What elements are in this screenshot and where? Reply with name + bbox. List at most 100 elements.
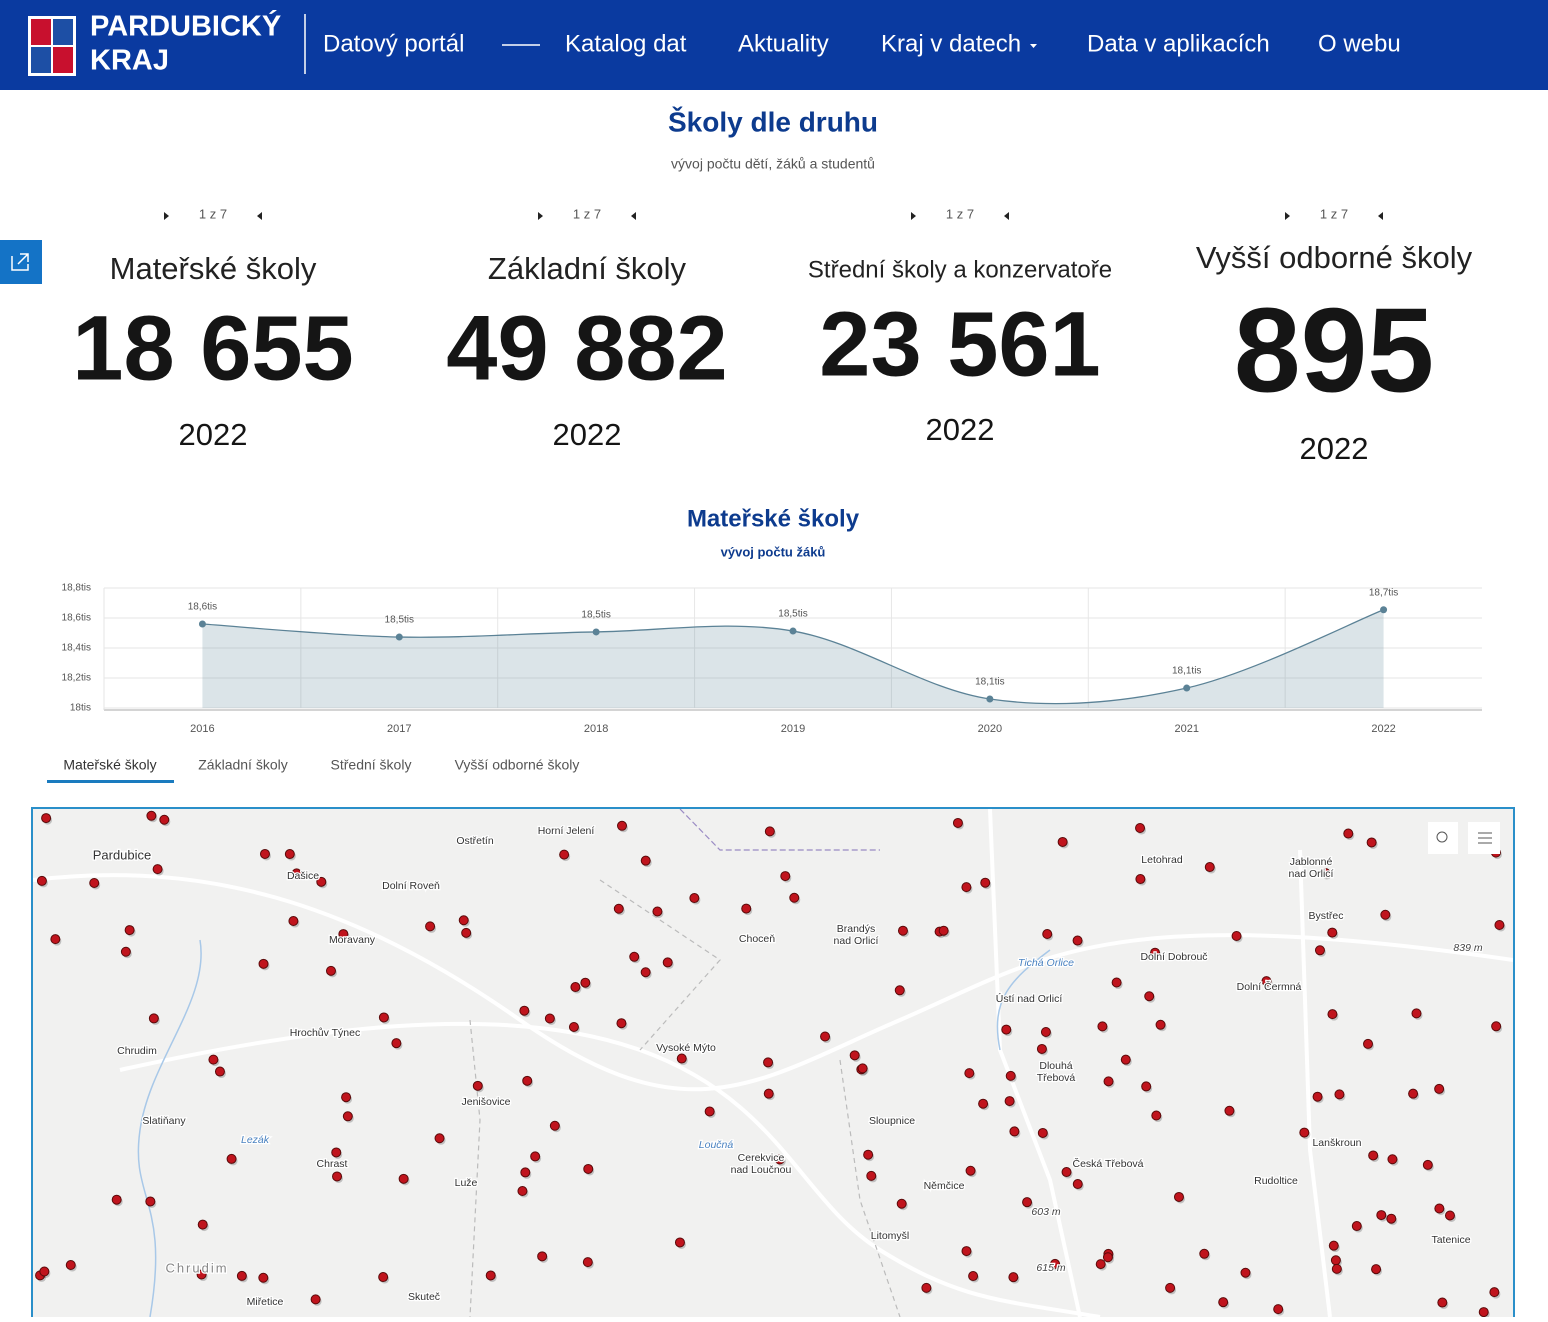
map-label: Brandýs	[837, 923, 876, 935]
map-label: Ústí nad Orlicí	[996, 992, 1063, 1005]
school-point	[1072, 1179, 1083, 1190]
tab[interactable]: Střední školy	[331, 757, 412, 773]
school-point	[332, 1171, 343, 1182]
school-point	[1022, 1197, 1033, 1208]
school-point	[570, 982, 581, 993]
school-point	[1042, 929, 1053, 940]
school-point	[629, 951, 640, 962]
school-point	[1057, 836, 1068, 847]
pager-prev[interactable]	[1285, 212, 1290, 220]
map-label: Litomyšl	[871, 1230, 910, 1242]
tab[interactable]: Základní školy	[198, 757, 287, 773]
pager-text: 1 z 7	[946, 206, 974, 221]
nav-link[interactable]: Katalog dat	[565, 30, 687, 57]
data-label: 18,5tis	[385, 615, 414, 626]
map-search-button[interactable]	[1428, 822, 1458, 854]
map-label: Třebová	[1037, 1072, 1076, 1084]
map-label: Sloupnice	[869, 1115, 915, 1127]
tab[interactable]: Vyšší odborné školy	[455, 757, 580, 773]
school-point	[458, 915, 469, 926]
map-label: nad Orlicí	[834, 935, 879, 947]
y-tick-label: 18tis	[70, 703, 91, 714]
school-point	[288, 916, 299, 927]
logo-part	[53, 47, 73, 73]
nav-link[interactable]: Data v aplikacích	[1087, 30, 1270, 57]
road	[988, 809, 1082, 1318]
data-label: 18,1tis	[1172, 666, 1201, 677]
school-point	[310, 1294, 321, 1305]
indicator-title: Základní školy	[488, 251, 687, 286]
map-label: Chrudim	[117, 1045, 157, 1057]
share-icon	[11, 253, 29, 271]
road	[119, 1021, 1101, 1319]
pager-prev[interactable]	[164, 212, 169, 220]
school-point	[676, 1053, 687, 1064]
logo-text: PARDUBICKÝ	[90, 9, 281, 43]
map-label: Rudoltice	[1254, 1175, 1298, 1187]
school-point	[1434, 1203, 1445, 1214]
indicator-year: 2022	[553, 417, 622, 452]
school-point	[214, 1066, 225, 1077]
dropdown-caret	[1030, 44, 1037, 48]
school-point	[863, 1149, 874, 1160]
school-point	[1327, 1009, 1338, 1020]
school-point	[961, 882, 972, 893]
point	[395, 633, 403, 641]
school-point	[978, 1098, 989, 1109]
logo[interactable]: PARDUBICKÝ KRAJ	[28, 9, 281, 77]
nav-link[interactable]: Aktuality	[738, 30, 829, 57]
map-label: Bystřec	[1308, 910, 1343, 922]
school-point	[1097, 1021, 1108, 1032]
school-point	[704, 1106, 715, 1117]
map-label: Hrochův Týnec	[290, 1027, 360, 1039]
point	[1183, 684, 1191, 692]
school-point	[338, 929, 349, 940]
map-label: Cerekvice	[738, 1152, 785, 1164]
map-label: Ostřetín	[456, 835, 494, 847]
pager-next[interactable]	[1378, 212, 1383, 220]
map-label: Horní Jelení	[538, 825, 595, 837]
nav-link[interactable]: Datový portál	[323, 30, 464, 57]
school-point	[1072, 935, 1083, 946]
school-point	[662, 957, 673, 968]
school-point	[1376, 1210, 1387, 1221]
header-bar	[0, 0, 1548, 90]
section-subtitle: vývoj počtu dětí, žáků a studentů	[671, 156, 875, 172]
map-label: 603 m	[1031, 1206, 1060, 1218]
y-tick-label: 18,6tis	[62, 613, 91, 624]
pager-next[interactable]	[1004, 212, 1009, 220]
pager-next[interactable]	[257, 212, 262, 220]
school-point	[674, 1237, 685, 1248]
indicator-value: 895	[1234, 284, 1434, 418]
school-point	[1261, 976, 1272, 987]
area	[202, 609, 1384, 708]
school-point	[1037, 1127, 1048, 1138]
school-point	[1061, 1167, 1072, 1178]
school-point	[316, 876, 327, 887]
map-label: Chrudim	[165, 1260, 228, 1275]
school-point	[897, 925, 908, 936]
nav-link[interactable]: Kraj v datech	[881, 30, 1021, 57]
tab[interactable]: Mateřské školy	[63, 757, 156, 773]
nav-link[interactable]: O webu	[1318, 30, 1401, 57]
school-point	[896, 1198, 907, 1209]
border	[469, 879, 901, 1318]
school-point	[485, 1270, 496, 1281]
indicator-value: 49 882	[446, 297, 727, 399]
pager-prev[interactable]	[538, 212, 543, 220]
school-point	[1320, 867, 1331, 878]
school-point	[124, 925, 135, 936]
map-label: Slatiňany	[142, 1115, 186, 1127]
pager-next[interactable]	[631, 212, 636, 220]
school-point	[1240, 1267, 1251, 1278]
pager-text: 1 z 7	[573, 206, 601, 221]
road	[1298, 849, 1332, 1318]
school-point	[1199, 1248, 1210, 1259]
road	[33, 873, 1513, 1092]
map-label: Dolní Roveň	[382, 880, 440, 892]
map-label: nad Orlicí	[1289, 868, 1334, 880]
map[interactable]: Ostřetín Horní Jelení Pardubice Dašice Dolní…	[33, 809, 1513, 1319]
logo-text: KRAJ	[90, 45, 169, 77]
pager-prev[interactable]	[911, 212, 916, 220]
school-point	[341, 1092, 352, 1103]
